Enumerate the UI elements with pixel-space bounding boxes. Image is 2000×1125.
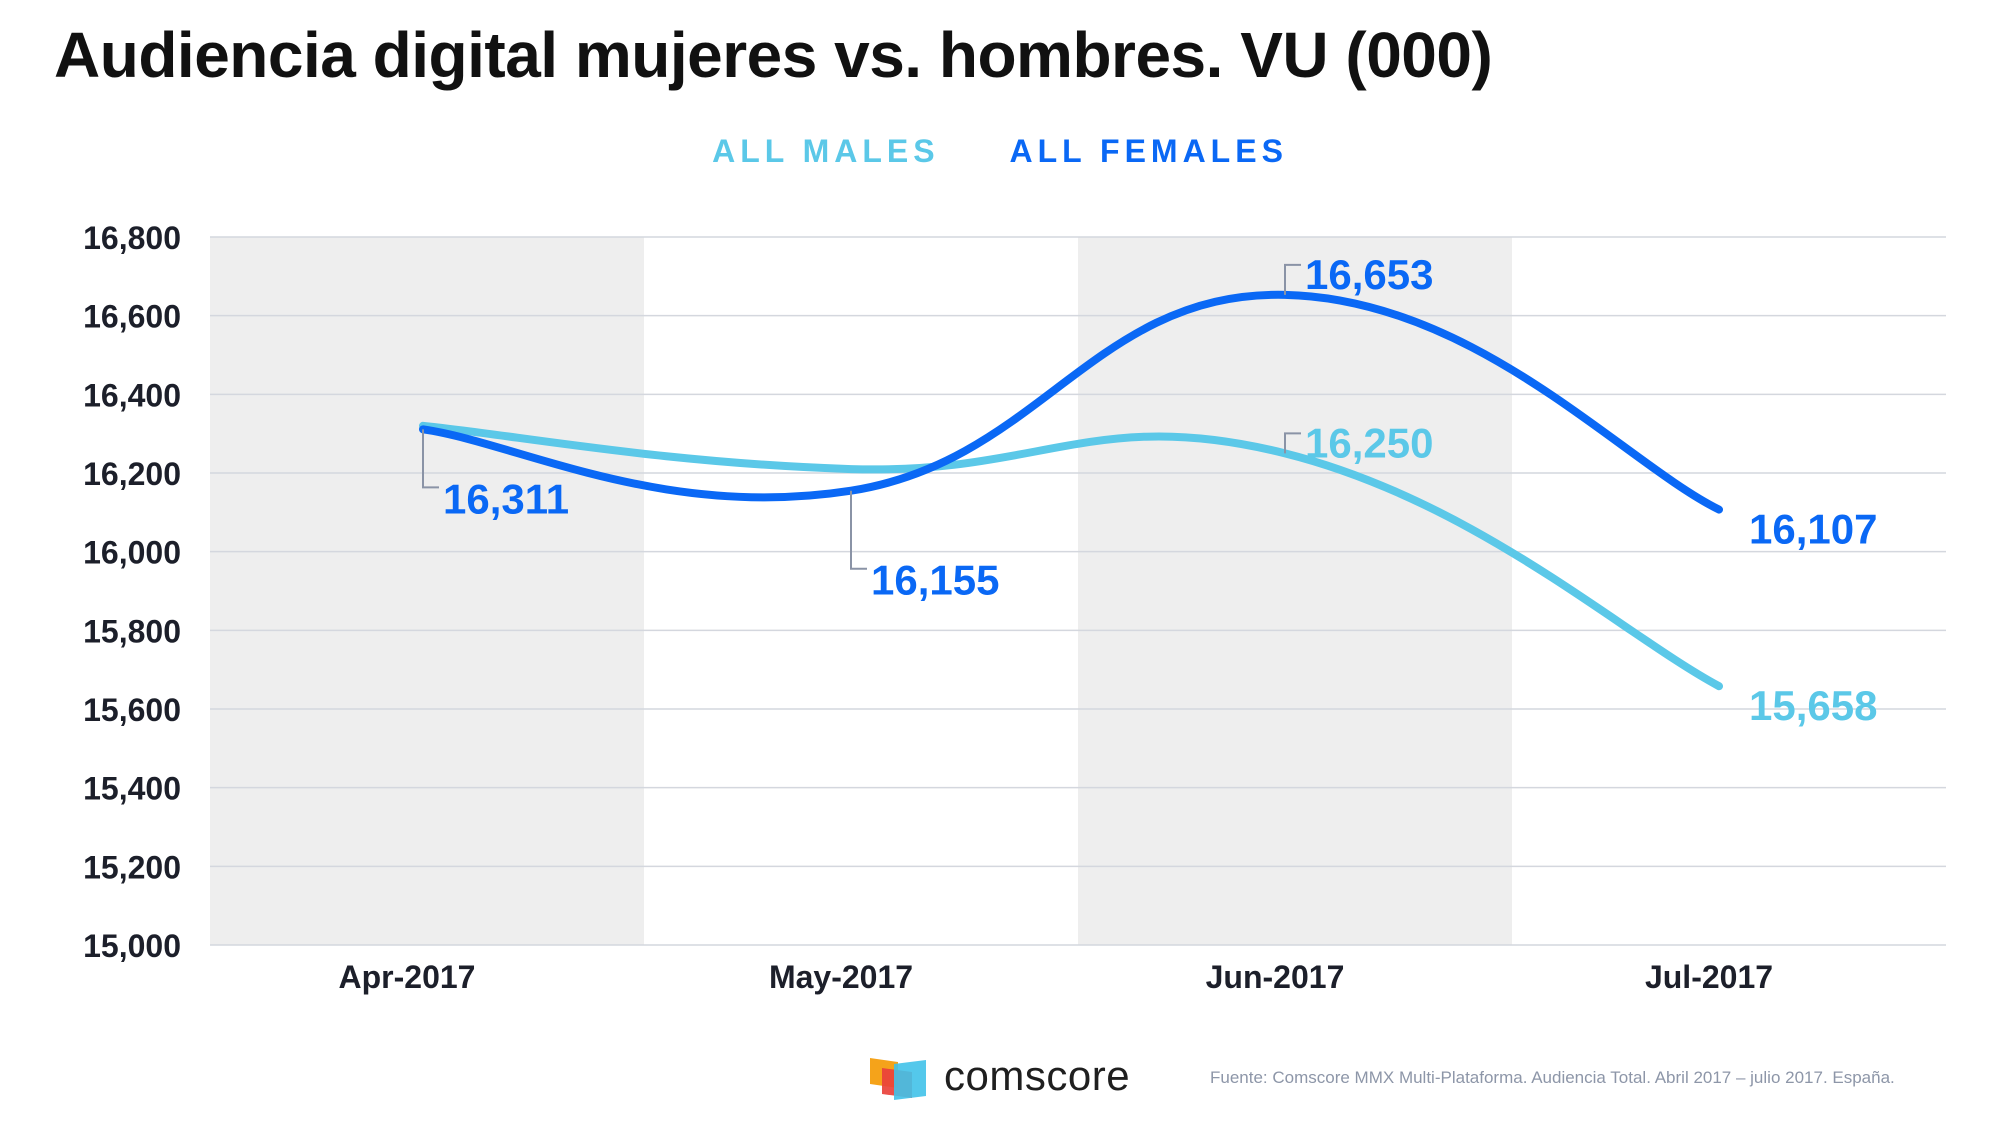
series-line-females: [419, 290, 1723, 514]
data-label: 15,658: [1749, 682, 1877, 729]
data-label-leader: [850, 490, 867, 570]
comscore-logo-icon: [870, 1058, 926, 1100]
source-note: Fuente: Comscore MMX Multi-Plataforma. A…: [1210, 1068, 1895, 1087]
x-tick-label: Jul-2017: [1645, 959, 1773, 995]
y-tick-label: 15,800: [83, 613, 181, 649]
y-tick-label: 15,000: [83, 928, 181, 964]
brand-name: comscore: [944, 1052, 1131, 1099]
data-label-leader: [422, 429, 439, 489]
data-label-leader: [1284, 432, 1301, 454]
legend-item-males: ALL MALES: [712, 133, 940, 169]
legend-item-females: ALL FEMALES: [1009, 133, 1288, 169]
y-tick-label: 16,600: [83, 299, 181, 335]
data-label-leader: [1284, 263, 1301, 295]
data-label: 16,107: [1749, 506, 1877, 553]
data-label: 16,250: [1305, 419, 1433, 466]
y-tick-label: 16,400: [83, 377, 181, 413]
y-tick-label: 15,400: [83, 771, 181, 807]
y-tick-label: 15,200: [83, 849, 181, 885]
x-tick-label: Apr-2017: [339, 959, 476, 995]
data-label: 16,653: [1305, 251, 1433, 298]
data-label: 16,155: [871, 557, 999, 604]
background-band: [1078, 237, 1512, 945]
x-tick-label: Jun-2017: [1206, 959, 1345, 995]
y-tick-label: 16,000: [83, 535, 181, 571]
x-tick-label: May-2017: [769, 959, 913, 995]
background-band: [210, 237, 644, 945]
series-line-males: [419, 421, 1723, 691]
chart-title: Audiencia digital mujeres vs. hombres. V…: [54, 19, 1493, 91]
y-tick-label: 15,600: [83, 692, 181, 728]
chart-legend: ALL MALES ALL FEMALES: [0, 133, 2000, 170]
data-label: 16,311: [443, 475, 569, 522]
y-tick-label: 16,200: [83, 456, 181, 492]
y-tick-label: 16,800: [83, 220, 181, 256]
